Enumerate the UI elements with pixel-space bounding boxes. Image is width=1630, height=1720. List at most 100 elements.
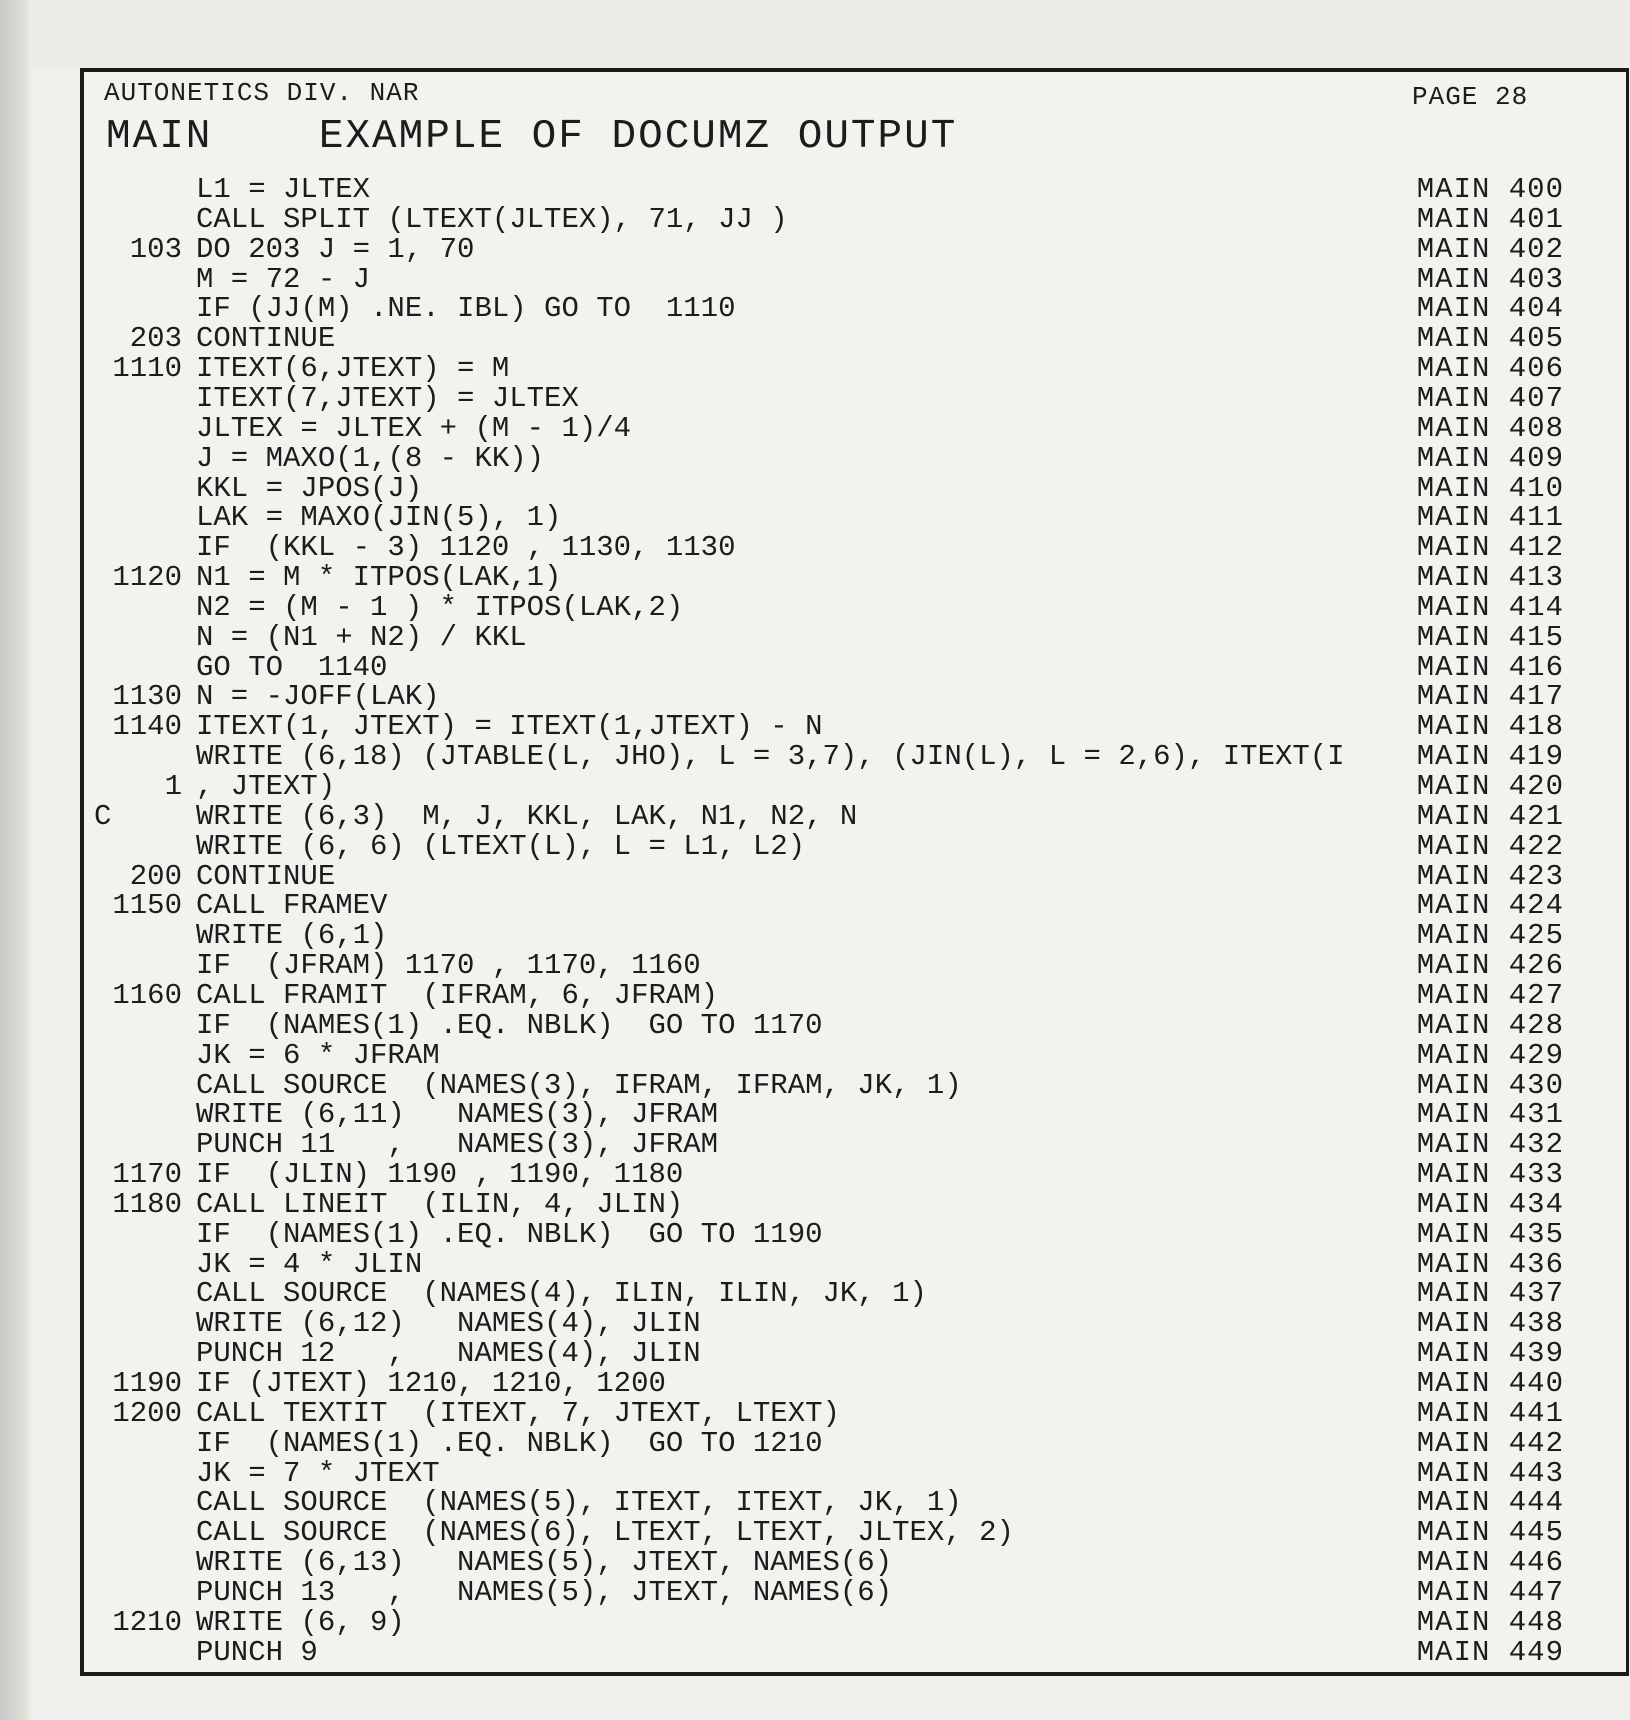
- code-line: C WRITE (6,3) M, J, KKL, LAK, N1, N2, N MA…: [0, 801, 1630, 832]
- statement-text: PUNCH 13 , NAMES(5), JTEXT, NAMES(6): [196, 1575, 893, 1609]
- statement-label: 1200: [112, 1396, 182, 1430]
- statement-text: J = MAXO(1,(8 - KK)): [196, 441, 545, 475]
- statement-label: 1: [164, 770, 182, 803]
- sequence-number: MAIN 427: [1416, 978, 1564, 1012]
- statement-text: N2 = (M - 1 ) * ITPOS(LAK,2): [196, 590, 684, 624]
- code-line: ITEXT(7,JTEXT) = JLTEX MAIN 407: [0, 381, 1630, 415]
- code-line: CALL SOURCE (NAMES(4), ILIN, ILIN, JK, 1…: [0, 1279, 1630, 1309]
- statement-text: CALL FRAMEV: [196, 889, 388, 923]
- sequence-number: MAIN 444: [1416, 1486, 1564, 1520]
- page-label: PAGE: [1412, 82, 1479, 112]
- sequence-number: MAIN 411: [1416, 501, 1564, 535]
- statement-text: CALL SPLIT (LTEXT(JLTEX), 71, JJ ): [196, 202, 788, 236]
- code-line: GO TO 1140 MAIN 416: [0, 652, 1630, 683]
- statement-text: CALL LINEIT (ILIN, 4, JLIN): [196, 1187, 684, 1221]
- code-line: JK = 7 * JTEXT MAIN 443: [0, 1456, 1630, 1490]
- sequence-number: MAIN 429: [1416, 1038, 1564, 1072]
- statement-text: JK = 4 * JLIN: [196, 1247, 423, 1281]
- sequence-number: MAIN 440: [1416, 1367, 1564, 1400]
- statement-label: 1190: [112, 1367, 182, 1400]
- code-line: IF (NAMES(1) .EQ. NBLK) GO TO 1190 MAIN 4…: [0, 1217, 1630, 1251]
- statement-text: N1 = M * ITPOS(LAK,1): [196, 561, 562, 595]
- statement-text: PUNCH 11 , NAMES(3), JFRAM: [196, 1128, 719, 1162]
- sequence-number: MAIN 402: [1416, 232, 1564, 266]
- sequence-number: MAIN 408: [1416, 411, 1564, 445]
- statement-label: 1120: [112, 561, 182, 595]
- statement-text: N = (N1 + N2) / KKL: [196, 620, 527, 654]
- code-line: IF (NAMES(1) .EQ. NBLK) GO TO 1170 MAIN 4…: [0, 1008, 1630, 1042]
- sequence-number: MAIN 406: [1416, 352, 1564, 386]
- sequence-number: MAIN 426: [1416, 949, 1564, 983]
- sequence-number: MAIN 424: [1416, 889, 1564, 923]
- sequence-number: MAIN 446: [1416, 1546, 1564, 1580]
- code-line: 1150 CALL FRAMEV MAIN 424: [0, 891, 1630, 921]
- sequence-number: MAIN 414: [1416, 590, 1564, 624]
- code-line: 203 CONTINUE MAIN 405: [0, 324, 1630, 354]
- statement-label: 203: [129, 322, 182, 356]
- sequence-number: MAIN 404: [1416, 292, 1564, 326]
- title-text: EXAMPLE OF DOCUMZ OUTPUT: [318, 114, 958, 160]
- code-line: IF (KKL - 3) 1120 , 1130, 1130 MAIN 412: [0, 533, 1630, 563]
- statement-text: IF (JJ(M) .NE. IBL) GO TO 1110: [196, 292, 736, 326]
- sequence-number: MAIN 431: [1416, 1098, 1564, 1132]
- sequence-number: MAIN 430: [1416, 1068, 1564, 1102]
- sequence-number: MAIN 413: [1416, 561, 1564, 595]
- code-line: CALL SOURCE (NAMES(5), ITEXT, ITEXT, JK,…: [0, 1488, 1630, 1518]
- code-line: WRITE (6,11) NAMES(3), JFRAM MAIN 431: [0, 1100, 1630, 1130]
- statement-text: ITEXT(7,JTEXT) = JLTEX: [196, 381, 579, 415]
- page-top-margin: [34, 0, 1630, 66]
- code-line: M = 72 - J MAIN 403: [0, 262, 1630, 296]
- sequence-number: MAIN 445: [1416, 1516, 1564, 1550]
- sequence-number: MAIN 405: [1416, 322, 1564, 356]
- statement-label: 1110: [112, 352, 182, 386]
- statement-label: 1210: [112, 1605, 182, 1639]
- code-line: 103 DO 203 J = 1, 70 MAIN 402: [0, 232, 1630, 266]
- statement-text: ITEXT(1, JTEXT) = ITEXT(1,JTEXT) - N: [196, 710, 823, 744]
- sequence-number: MAIN 441: [1416, 1396, 1564, 1430]
- code-line: 1170 IF (JLIN) 1190 , 1190, 1180 MAIN 433: [0, 1160, 1630, 1190]
- statement-label: 1150: [112, 889, 182, 923]
- listing-frame: [80, 68, 1629, 1676]
- statement-text: IF (JTEXT) 1210, 1210, 1200: [196, 1367, 666, 1400]
- code-line: L1 = JLTEX MAIN 400: [0, 175, 1630, 205]
- code-line: PUNCH 11 , NAMES(3), JFRAM MAIN 432: [0, 1130, 1630, 1160]
- sequence-number: MAIN 418: [1416, 710, 1564, 744]
- statement-text: CALL SOURCE (NAMES(6), LTEXT, LTEXT, JLT…: [196, 1516, 1014, 1550]
- statement-text: WRITE (6, 6) (LTEXT(L), L = L1, L2): [196, 829, 806, 863]
- statement-text: IF (NAMES(1) .EQ. NBLK) GO TO 1170: [196, 1008, 823, 1042]
- code-line: N = (N1 + N2) / KKL MAIN 415: [0, 620, 1630, 654]
- page-title: MAIN EXAMPLE OF DOCUMZ OUTPUT: [106, 114, 957, 160]
- statement-text: IF (JFRAM) 1170 , 1170, 1160: [196, 949, 701, 983]
- org-header: AUTONETICS DIV. NAR: [104, 78, 420, 108]
- code-line: 1200 CALL TEXTIT (ITEXT, 7, JTEXT, LTEXT)…: [0, 1396, 1630, 1430]
- code-line: CALL SOURCE (NAMES(6), LTEXT, LTEXT, JLT…: [0, 1518, 1630, 1548]
- statement-label: 1140: [112, 710, 182, 744]
- code-line: IF (JJ(M) .NE. IBL) GO TO 1110 MAIN 404: [0, 294, 1630, 324]
- statement-text: CALL SOURCE (NAMES(4), ILIN, ILIN, JK, 1…: [196, 1277, 927, 1311]
- sequence-number: MAIN 409: [1416, 441, 1564, 475]
- code-line: PUNCH 9 MAIN 449: [0, 1637, 1630, 1668]
- statement-label: 200: [129, 859, 182, 893]
- code-line: JLTEX = JLTEX + (M - 1)/4 MAIN 408: [0, 411, 1630, 445]
- code-line: WRITE (6,13) NAMES(5), JTEXT, NAMES(6) MA…: [0, 1548, 1630, 1578]
- code-line: PUNCH 13 , NAMES(5), JTEXT, NAMES(6) MAIN…: [0, 1575, 1630, 1609]
- statement-text: IF (NAMES(1) .EQ. NBLK) GO TO 1210: [196, 1426, 823, 1460]
- code-line: 1180 CALL LINEIT (ILIN, 4, JLIN) MAIN 434: [0, 1187, 1630, 1221]
- page-number: PAGE 28: [1412, 82, 1528, 112]
- statement-text: CALL SOURCE (NAMES(3), IFRAM, IFRAM, JK,…: [196, 1068, 962, 1102]
- sequence-number: MAIN 437: [1416, 1277, 1564, 1311]
- sequence-number: MAIN 439: [1416, 1337, 1564, 1371]
- sequence-number: MAIN 443: [1416, 1456, 1564, 1490]
- statement-text: KKL = JPOS(J): [196, 471, 423, 505]
- sequence-number: MAIN 417: [1416, 680, 1564, 714]
- sequence-number: MAIN 407: [1416, 381, 1564, 415]
- code-line: JK = 6 * JFRAM MAIN 429: [0, 1038, 1630, 1072]
- statement-text: WRITE (6,1): [196, 919, 388, 953]
- statement-text: , JTEXT): [196, 770, 336, 803]
- statement-text: IF (KKL - 3) 1120 , 1130, 1130: [196, 531, 736, 565]
- sequence-number: MAIN 403: [1416, 262, 1564, 296]
- program-name: MAIN: [106, 114, 213, 160]
- sequence-number: MAIN 428: [1416, 1008, 1564, 1042]
- sequence-number: MAIN 432: [1416, 1128, 1564, 1162]
- statement-text: IF (NAMES(1) .EQ. NBLK) GO TO 1190: [196, 1217, 823, 1251]
